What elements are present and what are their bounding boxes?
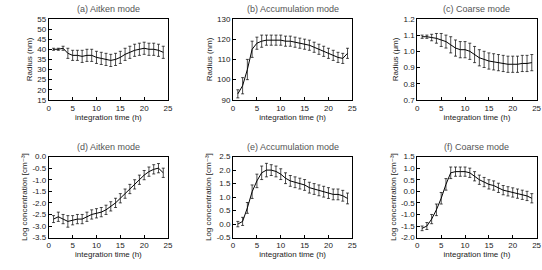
svg-text:5: 5 <box>255 104 260 113</box>
svg-text:0: 0 <box>231 104 236 113</box>
svg-text:-1.0: -1.0 <box>32 176 46 185</box>
svg-text:15: 15 <box>300 104 309 113</box>
svg-text:25: 25 <box>164 104 173 113</box>
svg-text:0.0: 0.0 <box>35 152 47 161</box>
svg-text:Radius (μm): Radius (μm) <box>391 37 400 81</box>
svg-text:10: 10 <box>92 104 101 113</box>
svg-text:0.5: 0.5 <box>219 206 231 215</box>
svg-text:55: 55 <box>37 15 46 24</box>
svg-text:(f) Coarse mode: (f) Coarse mode <box>444 142 509 152</box>
svg-text:0: 0 <box>47 104 52 113</box>
svg-text:20: 20 <box>508 241 517 250</box>
svg-text:2.0: 2.0 <box>219 166 231 175</box>
svg-text:0: 0 <box>415 104 420 113</box>
svg-text:25: 25 <box>37 75 46 84</box>
svg-text:integration time (h): integration time (h) <box>444 250 511 259</box>
svg-text:5: 5 <box>70 104 75 113</box>
svg-text:-1.5: -1.5 <box>32 187 46 196</box>
svg-text:25: 25 <box>348 241 357 250</box>
svg-text:1.0: 1.0 <box>404 47 416 56</box>
svg-text:20: 20 <box>508 104 517 113</box>
svg-text:5: 5 <box>255 241 260 250</box>
svg-text:15: 15 <box>116 104 125 113</box>
svg-text:25: 25 <box>348 104 357 113</box>
svg-text:10: 10 <box>461 241 470 250</box>
svg-text:2.5: 2.5 <box>219 152 231 161</box>
svg-text:-1.0: -1.0 <box>401 210 415 219</box>
svg-text:1.2: 1.2 <box>404 15 416 24</box>
svg-text:100: 100 <box>217 75 231 84</box>
svg-text:5: 5 <box>439 104 444 113</box>
svg-text:-1.5: -1.5 <box>401 222 415 231</box>
svg-text:-3.5: -3.5 <box>32 233 46 242</box>
svg-text:10: 10 <box>92 241 101 250</box>
svg-text:0.0: 0.0 <box>404 187 416 196</box>
svg-text:0: 0 <box>415 241 420 250</box>
svg-text:120: 120 <box>217 35 231 44</box>
svg-text:10: 10 <box>461 104 470 113</box>
svg-text:50: 50 <box>37 25 46 34</box>
svg-text:integration time (h): integration time (h) <box>259 250 326 259</box>
svg-text:1.0: 1.0 <box>404 164 416 173</box>
svg-text:130: 130 <box>217 15 231 24</box>
svg-text:25: 25 <box>532 104 541 113</box>
svg-text:0: 0 <box>47 241 52 250</box>
svg-text:Radius (nm): Radius (nm) <box>25 37 34 81</box>
svg-text:40: 40 <box>37 45 46 54</box>
svg-text:15: 15 <box>116 241 125 250</box>
svg-text:1.5: 1.5 <box>404 152 416 161</box>
svg-text:integration time (h): integration time (h) <box>259 113 326 122</box>
svg-text:15: 15 <box>484 241 493 250</box>
svg-text:20: 20 <box>140 104 149 113</box>
svg-text:20: 20 <box>324 241 333 250</box>
svg-text:Log concentration [cm⁻³]: Log concentration [cm⁻³] <box>20 153 29 241</box>
svg-text:15: 15 <box>37 96 46 105</box>
svg-text:Radius (nm): Radius (nm) <box>205 37 214 81</box>
svg-text:-2.0: -2.0 <box>32 199 46 208</box>
svg-text:90: 90 <box>222 96 231 105</box>
svg-text:1.1: 1.1 <box>404 31 416 40</box>
svg-text:-0.5: -0.5 <box>401 199 415 208</box>
svg-text:(d) Aitken mode: (d) Aitken mode <box>77 142 140 152</box>
svg-text:1.0: 1.0 <box>219 193 231 202</box>
svg-text:110: 110 <box>218 55 231 64</box>
svg-text:25: 25 <box>164 241 173 250</box>
svg-text:Log concentration [cm⁻³]: Log concentration [cm⁻³] <box>204 153 213 241</box>
svg-text:10: 10 <box>276 241 285 250</box>
svg-text:1.5: 1.5 <box>219 179 231 188</box>
svg-text:20: 20 <box>324 104 333 113</box>
svg-text:0.8: 0.8 <box>404 80 416 89</box>
svg-text:25: 25 <box>532 241 541 250</box>
svg-text:45: 45 <box>37 35 46 44</box>
svg-text:-3.0: -3.0 <box>32 222 46 231</box>
svg-text:(b) Accumulation mode: (b) Accumulation mode <box>247 4 339 14</box>
svg-text:(a) Aitken mode: (a) Aitken mode <box>77 4 140 14</box>
svg-text:20: 20 <box>37 86 46 95</box>
svg-text:-0.5: -0.5 <box>32 164 46 173</box>
svg-text:15: 15 <box>484 104 493 113</box>
svg-text:5: 5 <box>70 241 75 250</box>
svg-text:(e) Accumulation mode: (e) Accumulation mode <box>247 142 339 152</box>
svg-text:-2.0: -2.0 <box>401 233 415 242</box>
svg-text:20: 20 <box>140 241 149 250</box>
svg-text:0: 0 <box>231 241 236 250</box>
svg-text:0.9: 0.9 <box>404 63 416 72</box>
svg-text:integration time (h): integration time (h) <box>75 113 142 122</box>
svg-text:integration time (h): integration time (h) <box>444 113 511 122</box>
svg-text:0.5: 0.5 <box>404 176 416 185</box>
svg-text:(c) Coarse mode: (c) Coarse mode <box>443 4 510 14</box>
svg-text:15: 15 <box>300 241 309 250</box>
svg-text:30: 30 <box>37 65 46 74</box>
svg-text:5: 5 <box>439 241 444 250</box>
svg-text:0.7: 0.7 <box>404 96 416 105</box>
svg-text:-0.5: -0.5 <box>217 233 231 242</box>
svg-text:35: 35 <box>37 55 46 64</box>
svg-text:Log concentration [cm⁻³]: Log concentration [cm⁻³] <box>389 153 398 241</box>
svg-text:10: 10 <box>276 104 285 113</box>
svg-text:integration time (h): integration time (h) <box>75 250 142 259</box>
svg-text:-2.5: -2.5 <box>32 210 46 219</box>
svg-text:0.0: 0.0 <box>219 220 231 229</box>
